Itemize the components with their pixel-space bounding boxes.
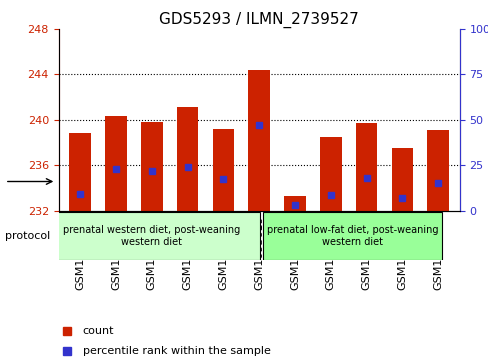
Text: prenatal western diet, post-weaning
western diet: prenatal western diet, post-weaning west… [63, 225, 240, 247]
FancyBboxPatch shape [262, 212, 441, 260]
Bar [355, 123, 377, 211]
Bar [212, 129, 234, 211]
Text: prenatal low-fat diet, post-weaning
western diet: prenatal low-fat diet, post-weaning west… [266, 225, 437, 247]
FancyBboxPatch shape [44, 212, 259, 260]
Text: percentile rank within the sample: percentile rank within the sample [82, 346, 270, 356]
Bar [427, 130, 448, 211]
Bar [69, 133, 91, 211]
Bar [177, 107, 198, 211]
Text: count: count [82, 326, 114, 336]
Title: GDS5293 / ILMN_2739527: GDS5293 / ILMN_2739527 [159, 12, 358, 28]
Text: protocol: protocol [5, 231, 50, 241]
Bar [105, 117, 126, 211]
Bar [141, 122, 162, 211]
Bar [391, 148, 412, 211]
Bar [248, 70, 269, 211]
Bar [319, 137, 341, 211]
Bar [284, 196, 305, 211]
